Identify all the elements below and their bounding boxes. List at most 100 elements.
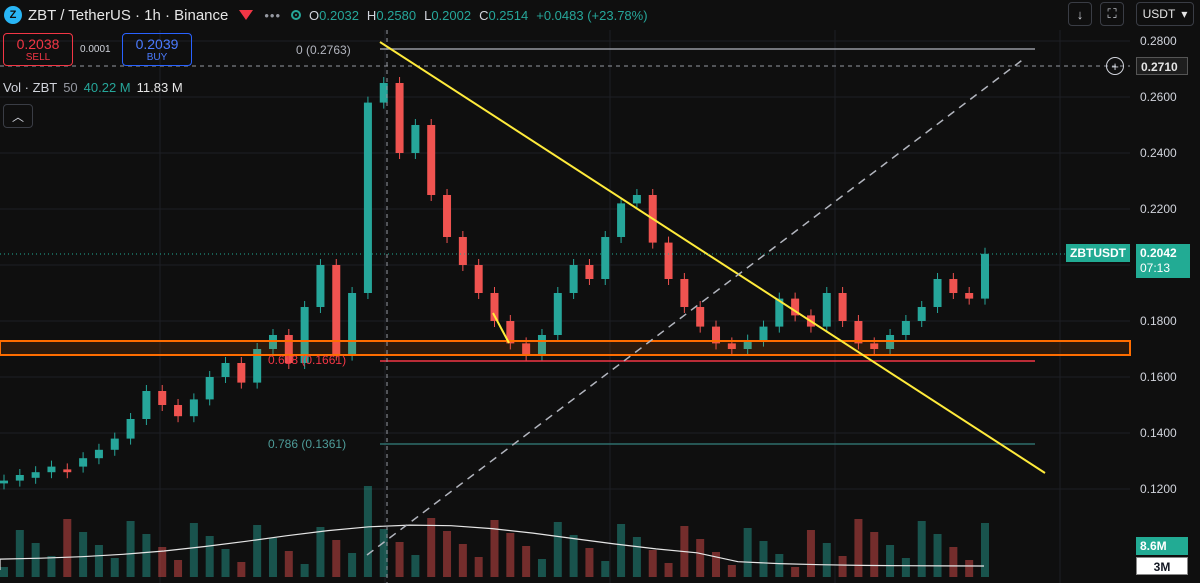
price-tick: 0.2600: [1140, 90, 1177, 104]
symbol-price-tag: ZBTUSDT: [1066, 244, 1130, 262]
price-tick: 0.1200: [1140, 482, 1177, 496]
candle-body: [854, 321, 863, 344]
volume-value-1: 40.22 M: [83, 80, 131, 95]
descending-trendline: [379, 41, 1046, 474]
candle-body: [79, 458, 88, 467]
candle-body: [363, 102, 372, 293]
volume-bar: [411, 555, 420, 577]
volume-bar: [901, 558, 910, 577]
candle-body: [47, 466, 56, 473]
price-tick: 0.2400: [1140, 146, 1177, 160]
candle-body: [189, 399, 198, 417]
ohlc-legend: O0.2032 H0.2580 L0.2002 C0.2514 +0.0483 …: [291, 8, 648, 23]
candle-body: [332, 265, 341, 355]
volume-bar: [601, 561, 610, 577]
candle-body: [537, 335, 546, 355]
buy-price: 0.2039: [135, 36, 179, 52]
candle-body: [791, 298, 800, 316]
sell-price: 0.2038: [16, 36, 60, 52]
candle-body: [221, 363, 230, 377]
volume-bar: [727, 565, 736, 577]
volume-bar: [569, 535, 578, 577]
volume-bar: [759, 541, 768, 577]
ohlc-close: C0.2514: [479, 7, 529, 23]
volume-bar: [490, 520, 499, 577]
collapse-legend-button[interactable]: ︿: [3, 104, 33, 128]
volume-bar: [981, 523, 989, 577]
candle-body: [632, 195, 641, 204]
candle-body: [585, 265, 594, 279]
volume-bar: [395, 542, 404, 577]
volume-bar: [775, 554, 784, 577]
candle-body: [158, 391, 167, 405]
price-tick: 0.2800: [1140, 34, 1177, 48]
chevron-up-icon: ︿: [11, 109, 24, 124]
volume-bar: [63, 519, 72, 577]
candle-body: [553, 293, 562, 335]
more-options-icon[interactable]: •••: [264, 7, 282, 23]
currency-select[interactable]: USDT ▾: [1136, 2, 1194, 26]
download-button[interactable]: ↓: [1068, 2, 1092, 26]
candle-body: [126, 419, 135, 439]
volume-bar: [221, 549, 230, 577]
candle-body: [727, 343, 736, 349]
last-price-tag: 0.2042 07:13: [1136, 244, 1190, 278]
ohlc-change: +0.0483 (+23.78%): [536, 7, 648, 23]
candle-body: [237, 363, 246, 383]
candle-body: [253, 349, 262, 383]
candle-body: [569, 265, 578, 293]
volume-bar: [870, 532, 879, 577]
volume-bar: [31, 543, 40, 577]
candle-body: [300, 307, 309, 363]
price-tick: 0.1600: [1140, 370, 1177, 384]
candle-body: [506, 321, 515, 344]
candle-body: [870, 343, 879, 349]
candle-body: [316, 265, 325, 307]
sell-button[interactable]: 0.2038 SELL: [3, 33, 73, 66]
candle-body: [601, 237, 610, 279]
candle-body: [474, 265, 483, 293]
volume-bar: [94, 545, 103, 577]
spread-value: 0.0001: [80, 44, 111, 55]
volume-ma-line: [0, 524, 985, 570]
volume-bar: [379, 529, 388, 577]
candle-body: [822, 293, 831, 327]
volume-bar: [79, 532, 88, 577]
volume-bar: [648, 550, 657, 577]
candle-body: [458, 237, 467, 265]
arrow-down-icon: ↓: [1076, 6, 1084, 22]
volume-bar: [0, 567, 8, 577]
candle-body: [664, 242, 673, 279]
volume-bar: [854, 519, 863, 577]
volume-bar: [443, 531, 452, 577]
candle-body: [427, 125, 436, 195]
ohlc-high: H0.2580: [366, 7, 417, 23]
volume-bar: [189, 523, 198, 577]
symbol-logo-icon: Z: [4, 6, 22, 24]
candle-body: [759, 326, 768, 341]
add-alert-plus-icon[interactable]: +: [1106, 57, 1124, 75]
buy-button[interactable]: 0.2039 BUY: [122, 33, 192, 66]
candle-body: [411, 125, 420, 153]
volume-bar: [300, 564, 309, 577]
fib-level-618-label: 0.618 (0.1661): [268, 353, 347, 367]
candle-body: [205, 377, 214, 400]
volume-bar: [158, 547, 167, 577]
volume-bar: [917, 521, 926, 577]
candle-body: [31, 472, 40, 478]
volume-ma-tag: 3M: [1136, 557, 1188, 575]
volume-bar: [522, 546, 531, 577]
sell-label: SELL: [25, 52, 51, 64]
candle-body: [284, 335, 293, 363]
volume-legend[interactable]: Vol · ZBT 50 40.22 M 11.83 M: [3, 80, 183, 95]
volume-bar: [474, 557, 483, 577]
volume-bar: [237, 562, 246, 577]
symbol-title[interactable]: ZBT / TetherUS · 1h · Binance: [28, 6, 229, 24]
candle-body: [142, 391, 151, 419]
ohlc-low: L0.2002: [424, 7, 472, 23]
fullscreen-button[interactable]: ⛶: [1100, 2, 1124, 26]
candle-body: [917, 307, 926, 321]
price-tick: 0.2200: [1140, 202, 1177, 216]
volume-bar: [142, 534, 151, 577]
